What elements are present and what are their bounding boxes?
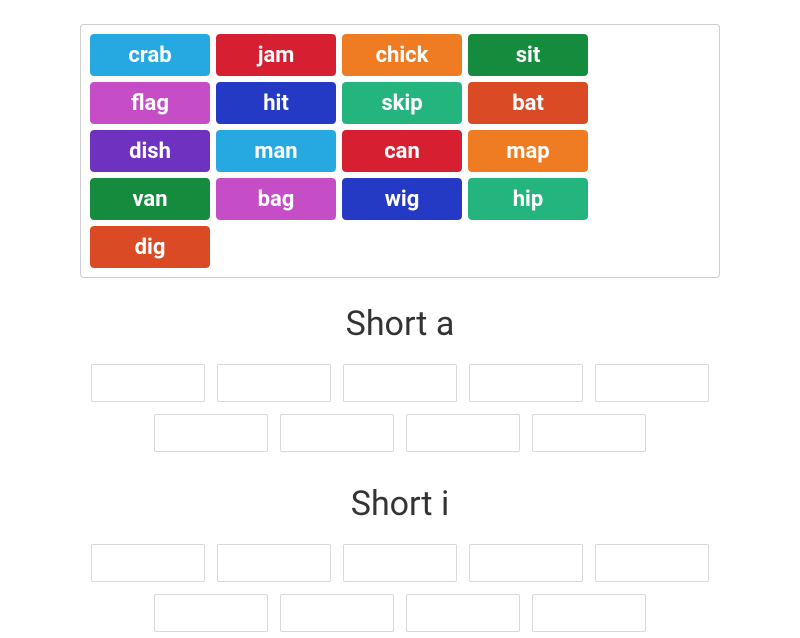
word-tile-hit[interactable]: hit: [216, 82, 336, 124]
word-tile-label: flag: [131, 91, 169, 116]
group-section: Short a: [80, 304, 720, 458]
drop-slot[interactable]: [91, 544, 205, 582]
group-title: Short i: [80, 484, 720, 524]
drop-slot[interactable]: [217, 544, 331, 582]
word-tile-map[interactable]: map: [468, 130, 588, 172]
word-tile-van[interactable]: van: [90, 178, 210, 220]
word-tile-label: dish: [129, 139, 171, 164]
word-tile-label: man: [254, 139, 297, 164]
word-tile-label: sit: [516, 43, 541, 68]
group-title: Short a: [80, 304, 720, 344]
word-tile-label: hit: [263, 91, 289, 116]
word-tile-sit[interactable]: sit: [468, 34, 588, 76]
word-tile-label: bat: [512, 91, 544, 116]
word-tile-label: chick: [376, 43, 429, 68]
word-tile-crab[interactable]: crab: [90, 34, 210, 76]
word-bank: crab jam chick sit flag hit skip bat dish man can m…: [80, 24, 720, 278]
drop-slot[interactable]: [280, 414, 394, 452]
drop-slot[interactable]: [343, 544, 457, 582]
drop-slot[interactable]: [469, 544, 583, 582]
word-tile-label: crab: [128, 43, 171, 68]
drop-slot[interactable]: [91, 364, 205, 402]
drop-slot[interactable]: [595, 544, 709, 582]
word-tile-bag[interactable]: bag: [216, 178, 336, 220]
word-tile-skip[interactable]: skip: [342, 82, 462, 124]
drop-slot[interactable]: [406, 414, 520, 452]
word-tile-label: bag: [258, 187, 295, 212]
word-tile-dish[interactable]: dish: [90, 130, 210, 172]
word-tile-jam[interactable]: jam: [216, 34, 336, 76]
word-tile-flag[interactable]: flag: [90, 82, 210, 124]
group-section: Short i: [80, 484, 720, 638]
word-tile-label: hip: [513, 187, 544, 212]
word-tile-bat[interactable]: bat: [468, 82, 588, 124]
word-tile-label: jam: [258, 43, 295, 68]
word-tile-hip[interactable]: hip: [468, 178, 588, 220]
drop-slot[interactable]: [217, 364, 331, 402]
word-tile-label: dig: [135, 235, 166, 260]
word-tile-chick[interactable]: chick: [342, 34, 462, 76]
word-tile-label: wig: [385, 187, 420, 212]
word-tile-dig[interactable]: dig: [90, 226, 210, 268]
drop-slot[interactable]: [469, 364, 583, 402]
drop-slot[interactable]: [532, 414, 646, 452]
word-tile-label: can: [384, 139, 420, 164]
word-tile-label: map: [506, 139, 549, 164]
drop-slot[interactable]: [343, 364, 457, 402]
drop-slot[interactable]: [595, 364, 709, 402]
word-tile-label: van: [132, 187, 167, 212]
word-tile-label: skip: [381, 91, 422, 116]
word-tile-man[interactable]: man: [216, 130, 336, 172]
word-tile-wig[interactable]: wig: [342, 178, 462, 220]
word-tile-can[interactable]: can: [342, 130, 462, 172]
group-slots: [80, 358, 720, 458]
activity-container: crab jam chick sit flag hit skip bat dish man can m…: [0, 0, 800, 638]
drop-slot[interactable]: [154, 414, 268, 452]
group-slots: [80, 538, 720, 638]
